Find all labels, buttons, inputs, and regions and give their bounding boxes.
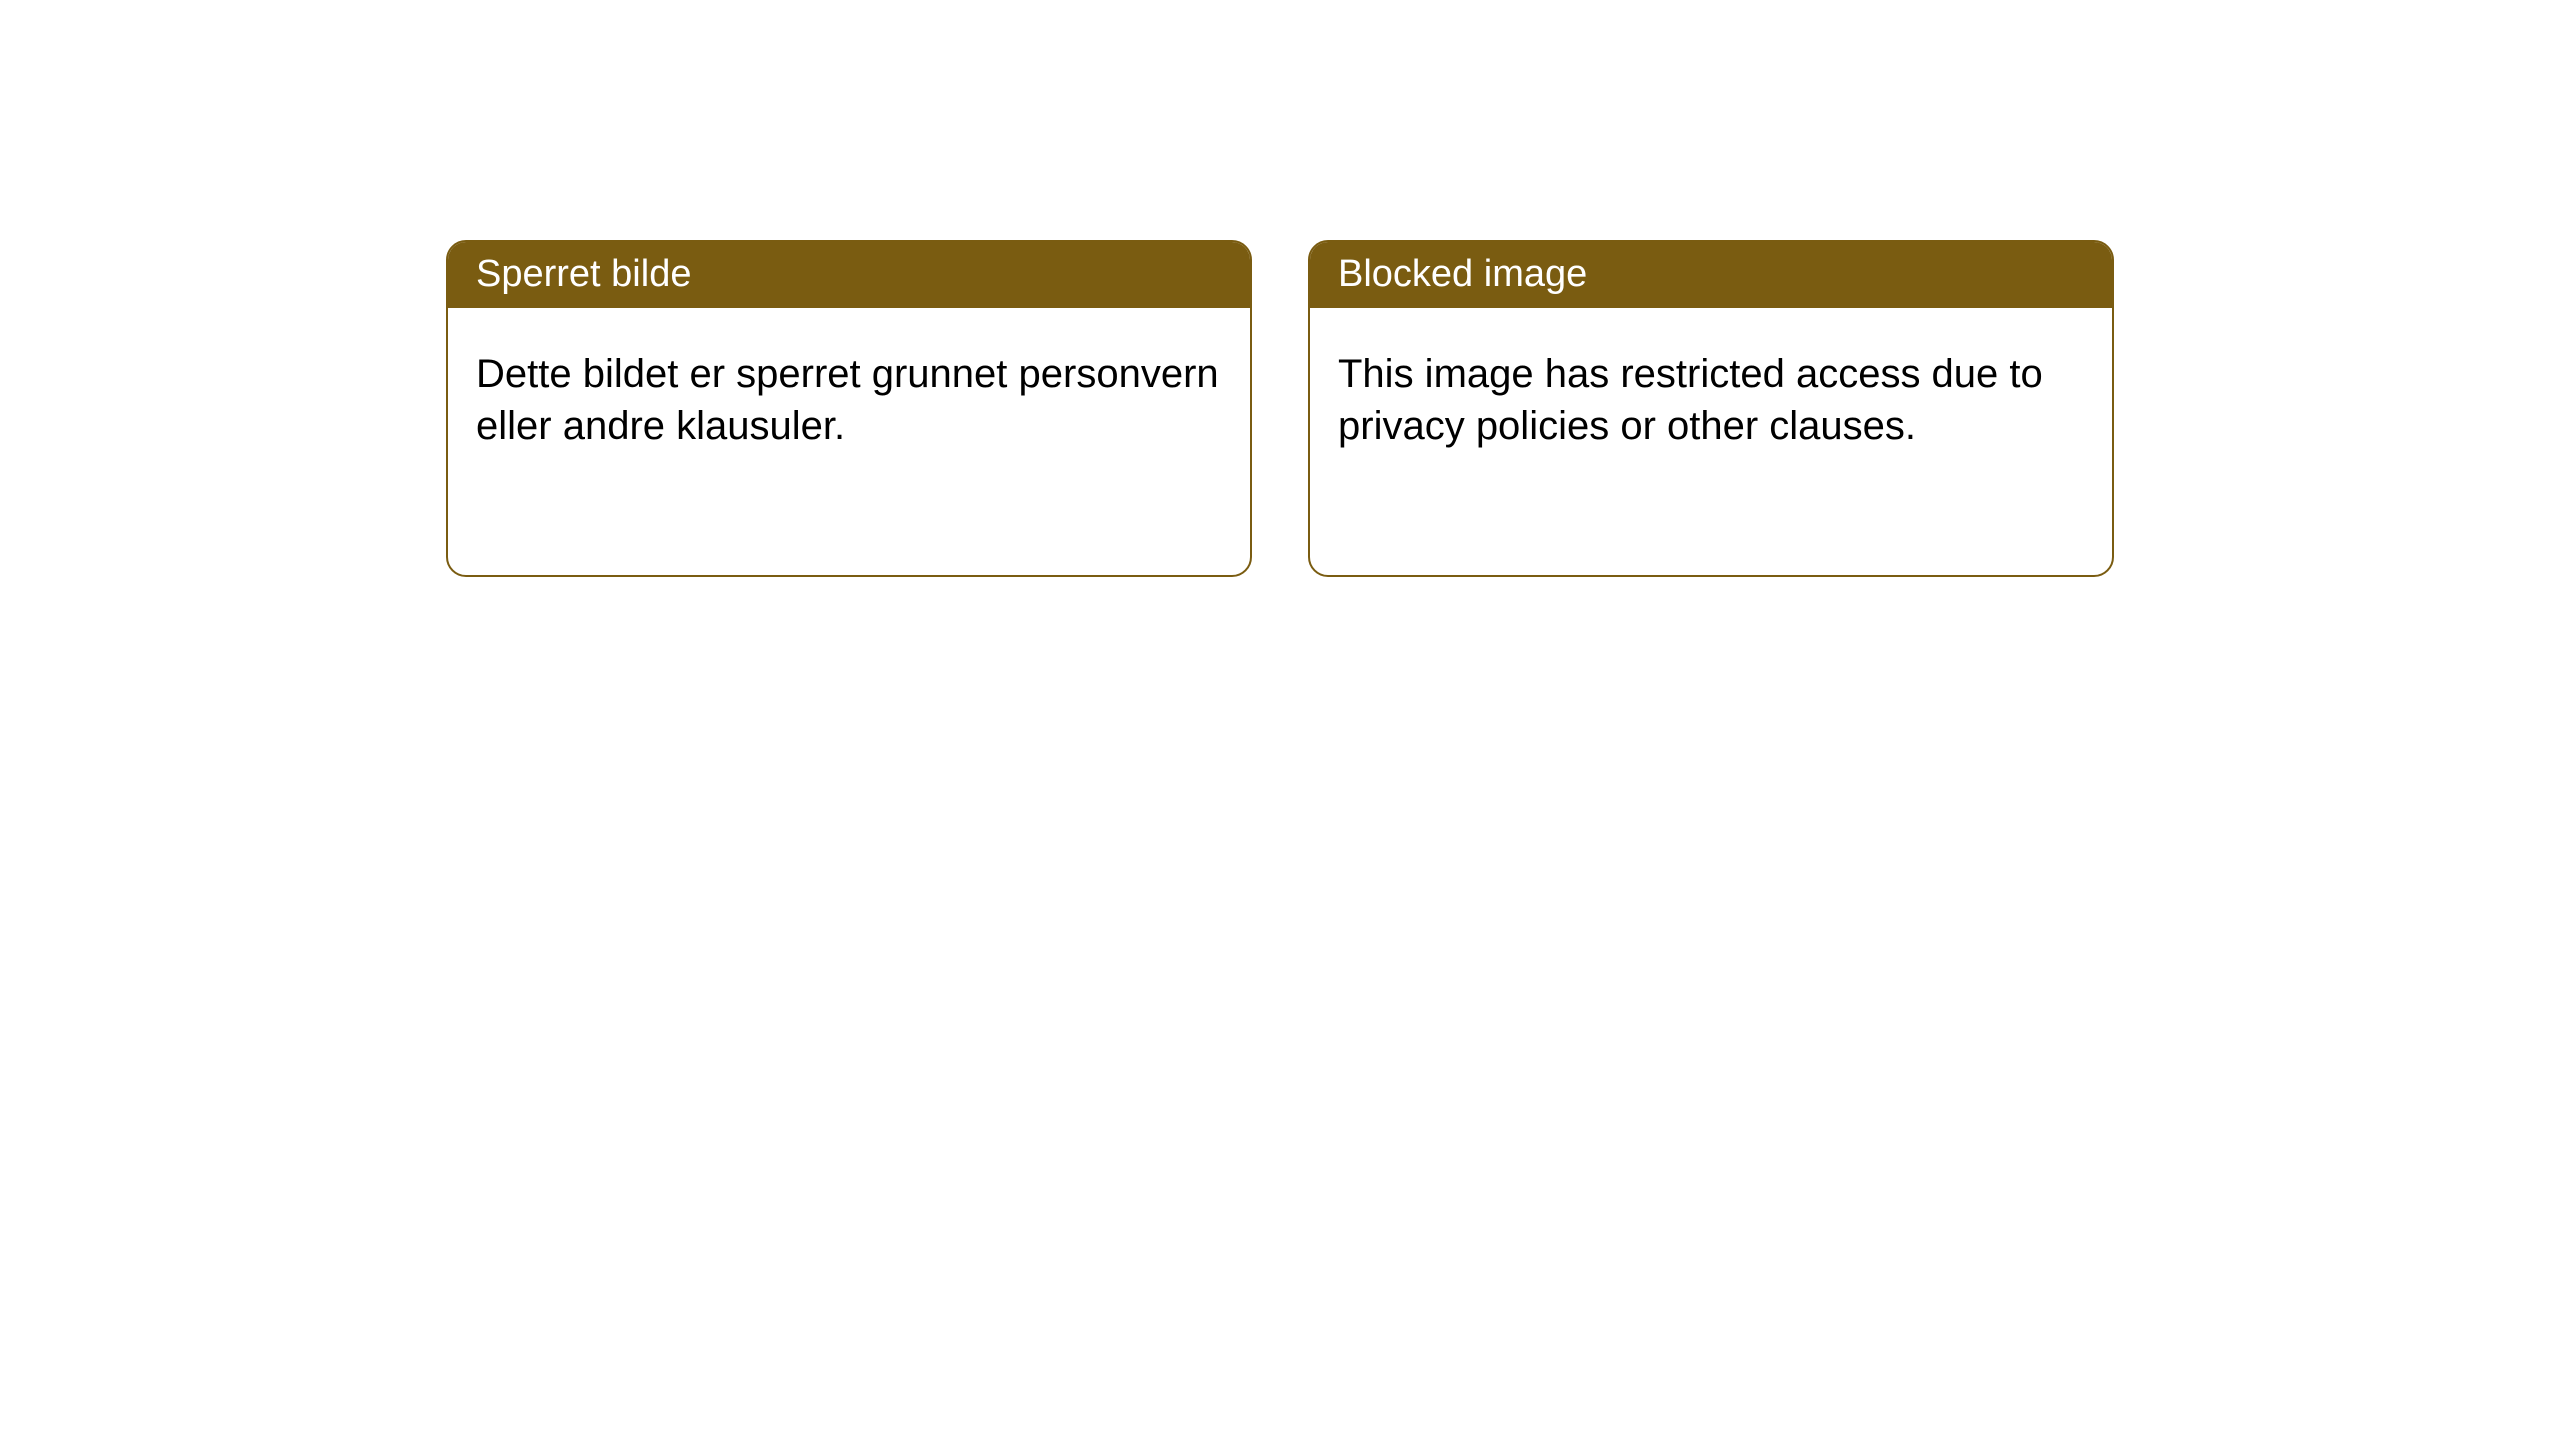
card-body-english: This image has restricted access due to … [1310, 308, 2112, 480]
card-title: Blocked image [1338, 253, 1587, 295]
cards-container: Sperret bilde Dette bildet er sperret gr… [0, 0, 2560, 577]
card-body-text: Dette bildet er sperret grunnet personve… [476, 352, 1219, 448]
card-body-text: This image has restricted access due to … [1338, 352, 2043, 448]
card-body-norwegian: Dette bildet er sperret grunnet personve… [448, 308, 1250, 480]
card-english: Blocked image This image has restricted … [1308, 240, 2114, 577]
card-header-english: Blocked image [1310, 242, 2112, 308]
card-header-norwegian: Sperret bilde [448, 242, 1250, 308]
card-title: Sperret bilde [476, 253, 691, 295]
card-norwegian: Sperret bilde Dette bildet er sperret gr… [446, 240, 1252, 577]
